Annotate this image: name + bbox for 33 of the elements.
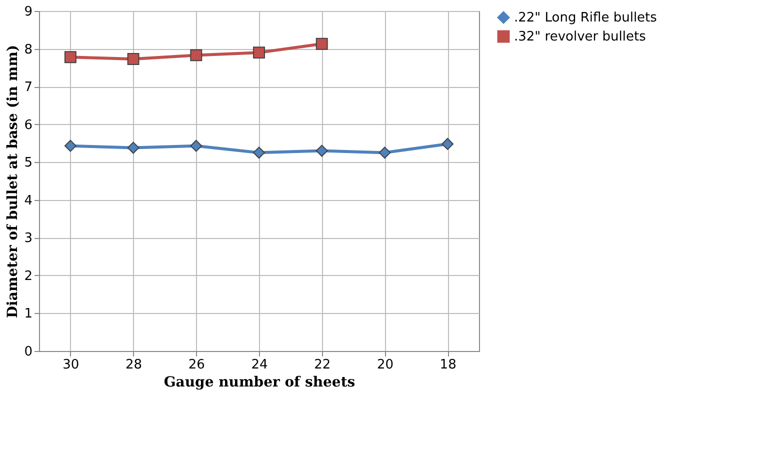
- x-axis-title: Gauge number of sheets: [164, 374, 356, 390]
- point: [190, 49, 202, 62]
- y-tick-label: 2: [24, 268, 32, 284]
- y-tick-label: 0: [24, 344, 32, 360]
- x-tick-label: 28: [126, 358, 142, 372]
- y-tick-label: 9: [24, 4, 32, 20]
- point: [378, 146, 391, 159]
- point: [64, 51, 76, 64]
- y-tick-label: 4: [24, 193, 32, 208]
- point: [316, 38, 328, 50]
- x-tick-label: 24: [251, 358, 268, 372]
- legend-label: .22" Long Rifle bullets: [514, 10, 658, 26]
- point: [127, 53, 140, 65]
- y-tick-label: 5: [24, 156, 32, 171]
- point: [64, 140, 76, 152]
- x-tick-label: 18: [440, 358, 456, 372]
- point: [442, 138, 454, 150]
- point: [253, 146, 265, 159]
- y-tick-label: 3: [24, 231, 32, 246]
- x-tick-label: 30: [62, 358, 80, 372]
- x-tick-label: 26: [188, 358, 205, 372]
- y-axis-title: Diameter of bullet at base (in mm): [5, 44, 22, 318]
- point: [190, 140, 202, 152]
- legend-label: .32" revolver bullets: [514, 30, 646, 44]
- point: [253, 46, 265, 59]
- x-tick-label: 22: [314, 358, 331, 372]
- point: [316, 144, 328, 157]
- x-tick-label: 20: [376, 358, 394, 372]
- y-tick-label: 7: [24, 80, 32, 96]
- y-tick-label: 1: [24, 306, 32, 322]
- point: [127, 142, 140, 154]
- y-tick-label: 6: [24, 118, 32, 133]
- y-tick-label: 8: [24, 42, 32, 58]
